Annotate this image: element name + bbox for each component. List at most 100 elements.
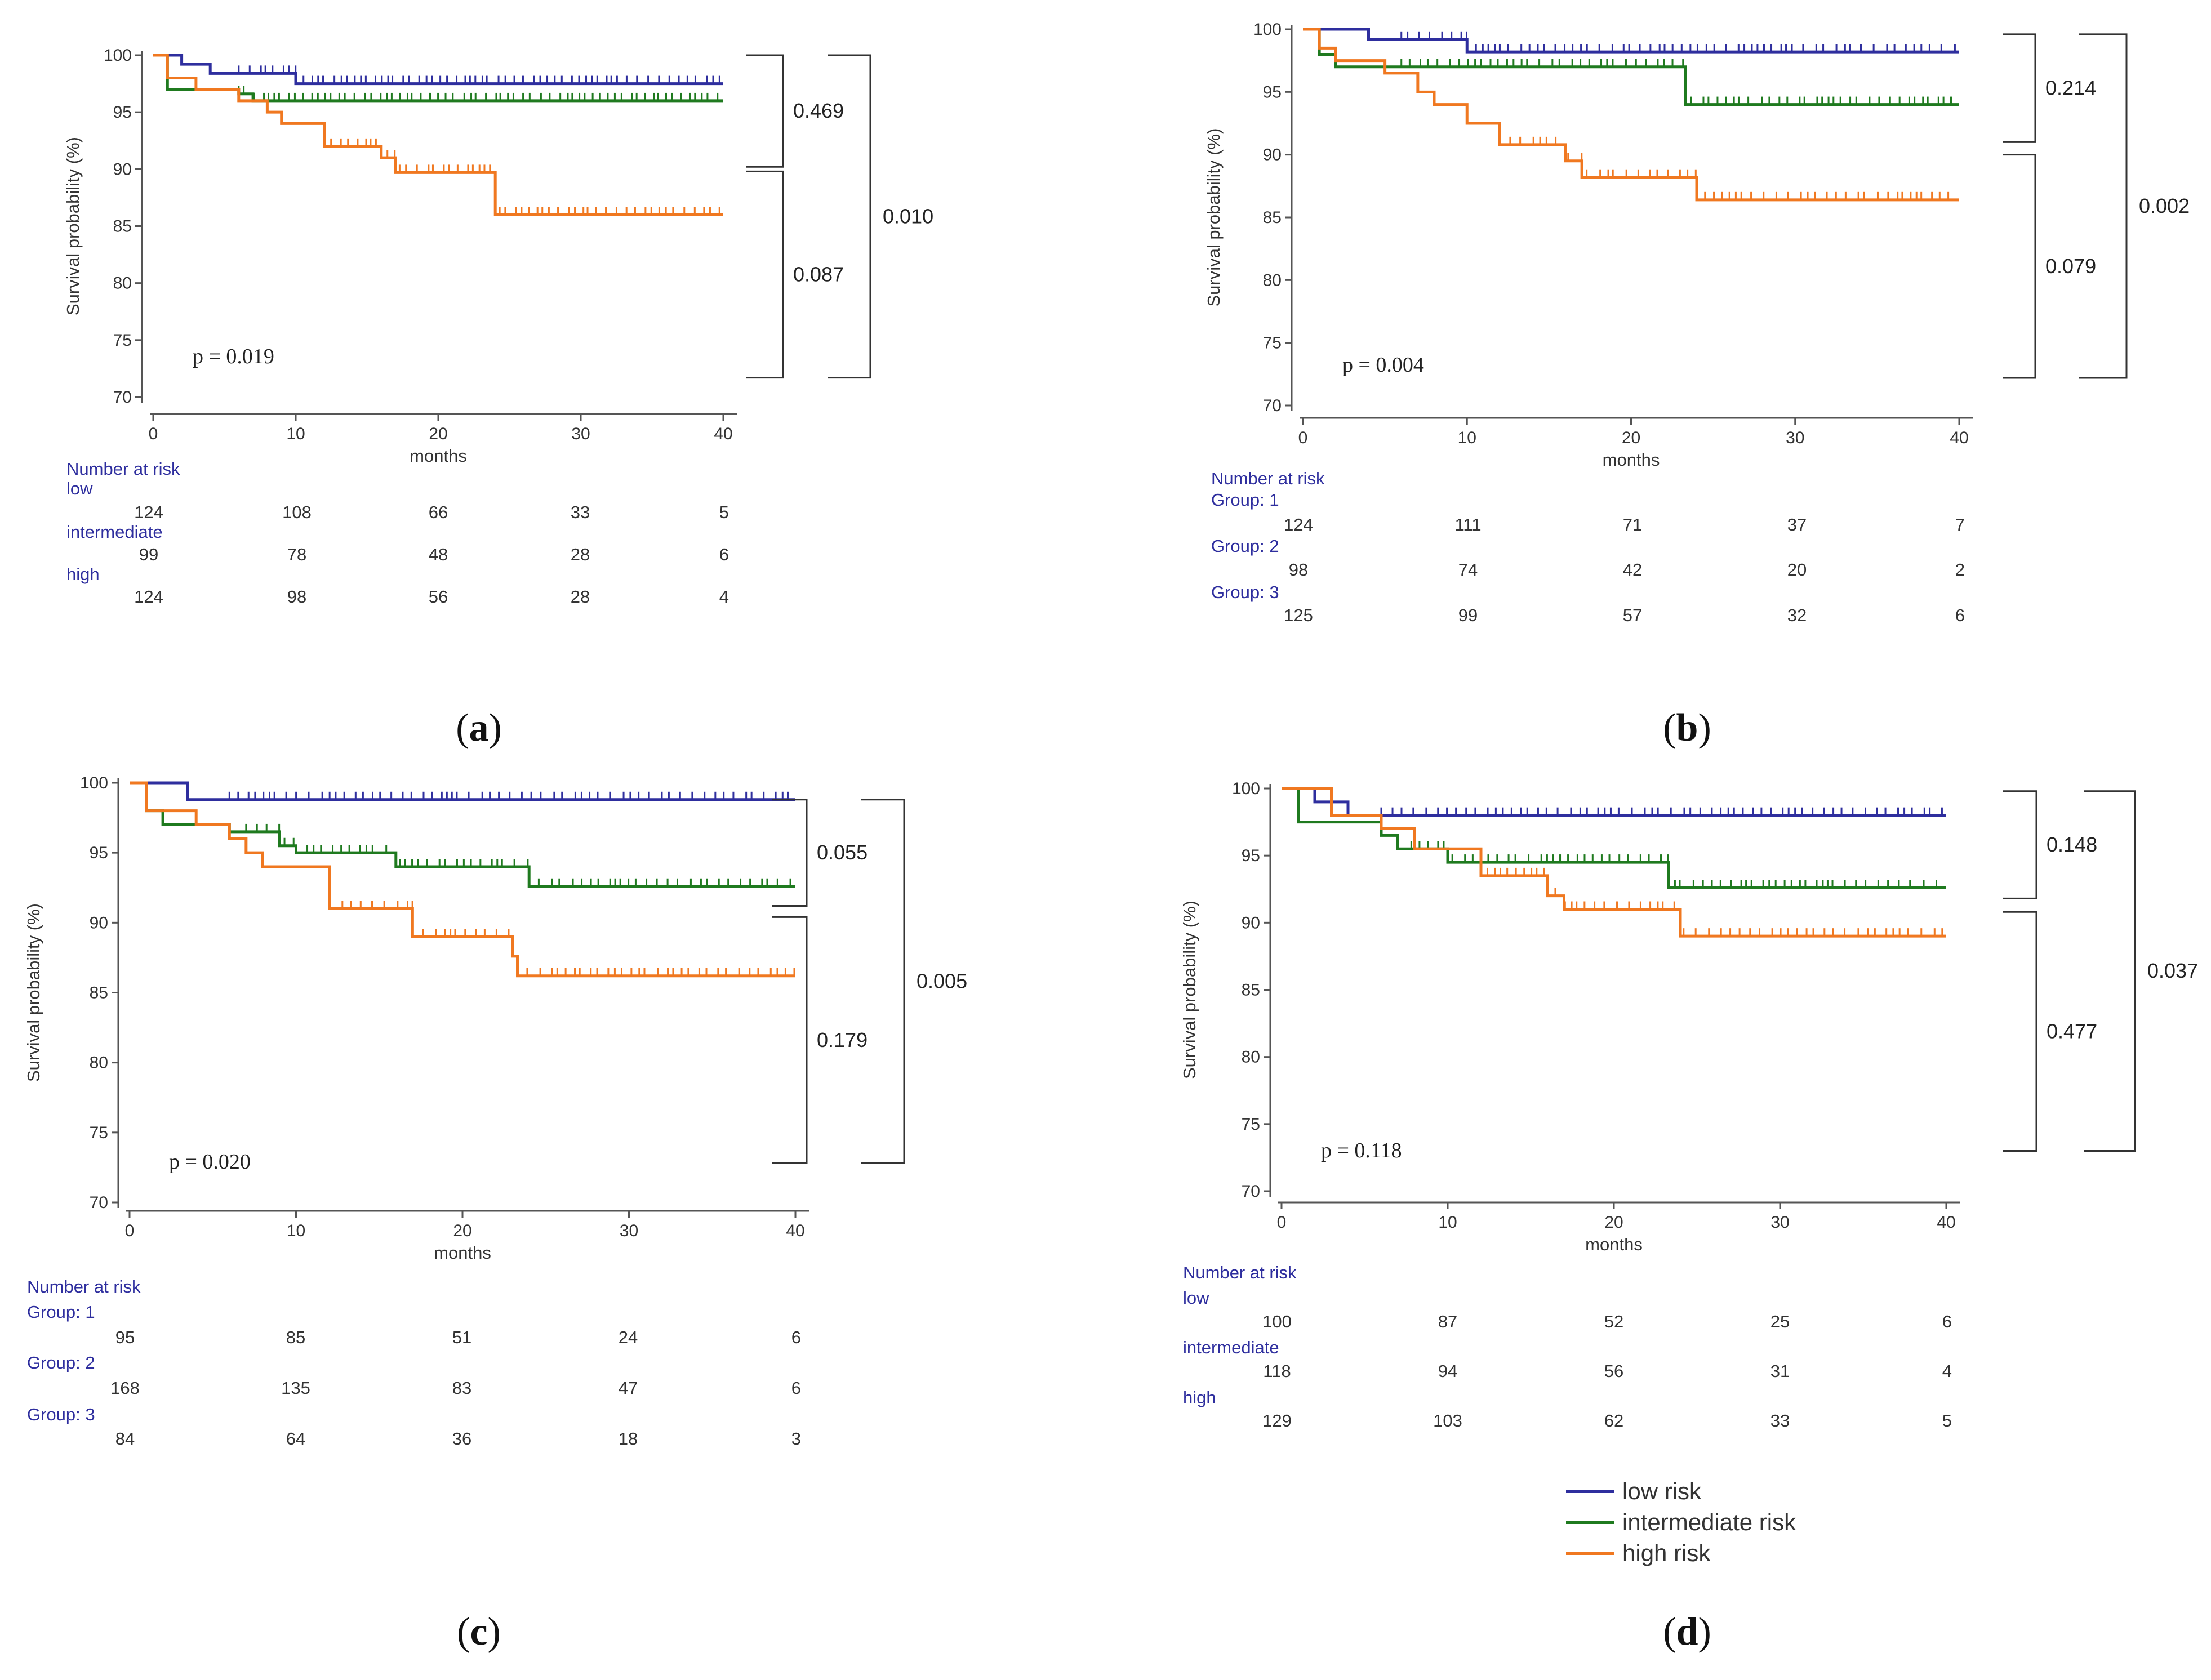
p-value-label: p = 0.020 [169,1150,251,1174]
risk-count: 6 [791,1327,801,1347]
y-tick-label-75: 75 [113,331,132,350]
x-tick-label-40: 40 [786,1222,804,1240]
bracket-pvalue-2: 0.179 [817,1028,868,1051]
survival-curve-low [153,54,723,86]
x-tick-label-0: 0 [149,425,158,443]
caption-paren: ) [1698,706,1711,750]
censor-marks-0 [228,791,789,800]
bracket-1 [2003,790,2037,899]
bracket-1 [772,799,808,907]
caption-letter: a [469,706,489,750]
y-tick-label-90: 90 [1242,913,1260,932]
risk-group-label: low [66,479,93,498]
bracket-2 [746,170,784,379]
risk-count: 103 [1433,1411,1462,1431]
risk-count: 78 [287,545,306,564]
bracket-2 [2003,154,2036,379]
y-axis-title: Survival probability (%) [1180,901,1199,1079]
risk-count: 24 [619,1327,638,1347]
panel-caption-d: (d) [1663,1610,1711,1654]
x-tick-label-30: 30 [620,1222,638,1240]
y-tick-label-85: 85 [1263,208,1282,227]
y-tick-label-70: 70 [90,1193,108,1212]
risk-count: 5 [1942,1411,1952,1431]
y-tick-label-80: 80 [1242,1048,1260,1067]
risk-count: 42 [1623,560,1642,580]
bracket-pvalue-2: 0.477 [2047,1019,2097,1042]
risk-count: 95 [115,1327,135,1347]
risk-count: 37 [1787,515,1807,534]
censor-marks-0 [1380,807,1943,816]
bracket-pvalue-3: 0.010 [883,204,933,228]
x-tick-label-30: 30 [1786,429,1804,447]
y-tick-label-75: 75 [1242,1115,1260,1134]
x-axis-title: months [1603,450,1660,470]
risk-count: 129 [1262,1411,1292,1431]
y-tick-label-95: 95 [90,844,108,862]
survival-curve-high [153,54,723,216]
x-tick-label-40: 40 [714,425,732,443]
risk-count: 25 [1770,1312,1790,1331]
bracket-3 [828,54,871,379]
bracket-2 [772,916,808,1164]
censor-marks-1 [1400,59,1952,105]
y-tick-label-85: 85 [113,217,132,236]
x-tick-label-20: 20 [429,425,447,443]
x-tick-label-10: 10 [287,1222,305,1240]
survival-curve-group-1 [1303,28,1959,54]
risk-count: 71 [1623,515,1642,534]
y-axis-title: Survival probability (%) [63,137,83,315]
censor-marks-1 [238,86,719,101]
y-tick-label-85: 85 [90,984,108,1002]
risk-count: 100 [1262,1312,1292,1331]
risk-count: 4 [719,587,729,607]
y-tick-label-90: 90 [113,160,132,179]
risk-group-label: Group: 1 [27,1302,95,1322]
risk-count: 6 [791,1378,801,1398]
risk-group-label: Group: 2 [1211,536,1279,556]
risk-count: 32 [1787,605,1807,625]
bracket-pvalue-1: 0.055 [817,841,868,864]
caption-letter: b [1676,706,1698,750]
bracket-3 [2084,790,2136,1152]
risk-group-label: intermediate [1183,1338,1279,1357]
x-tick-label-20: 20 [1604,1213,1623,1232]
risk-count: 85 [286,1327,305,1347]
risk-count: 33 [571,502,590,522]
panel-c: 70 75 80 85 90 95 100 0 10 20 30 40 months Survival p… [24,774,967,1654]
panel-caption-a: (a) [456,706,502,750]
risk-count: 6 [719,545,729,564]
legend-label-3: high risk [1622,1540,1711,1566]
risk-count: 87 [1438,1312,1457,1331]
risk-group-label: low [1183,1288,1209,1308]
x-tick-label-40: 40 [1950,429,1968,447]
censor-marks-2 [1480,867,1943,937]
caption-paren: ( [1663,706,1676,750]
risk-count: 94 [1438,1361,1457,1381]
risk-group-label: high [1183,1388,1216,1407]
bracket-pvalue-1: 0.214 [2045,77,2096,100]
survival-curve-group-3 [130,781,795,978]
risk-count: 124 [134,502,163,522]
x-axis-title: months [434,1243,491,1263]
caption-letter: d [1676,1610,1698,1654]
risk-count: 47 [619,1378,638,1398]
y-tick-label-80: 80 [113,274,132,293]
legend: low risk intermediate risk high risk [1566,1478,1796,1566]
risk-count: 4 [1942,1361,1952,1381]
risk-count: 124 [134,587,163,607]
x-tick-label-0: 0 [1277,1213,1287,1232]
risk-count: 36 [452,1429,471,1449]
y-axis-title: Survival probability (%) [24,903,43,1082]
risk-count: 56 [1604,1361,1623,1381]
y-axis-title: Survival probability (%) [1204,128,1224,307]
bracket-3 [2079,33,2128,379]
risk-count: 108 [282,502,312,522]
risk-count: 28 [571,545,590,564]
risk-count: 83 [452,1378,471,1398]
panel-caption-b: (b) [1663,706,1711,750]
risk-count: 28 [571,587,590,607]
risk-count: 6 [1942,1312,1952,1331]
y-tick-label-75: 75 [90,1124,108,1142]
